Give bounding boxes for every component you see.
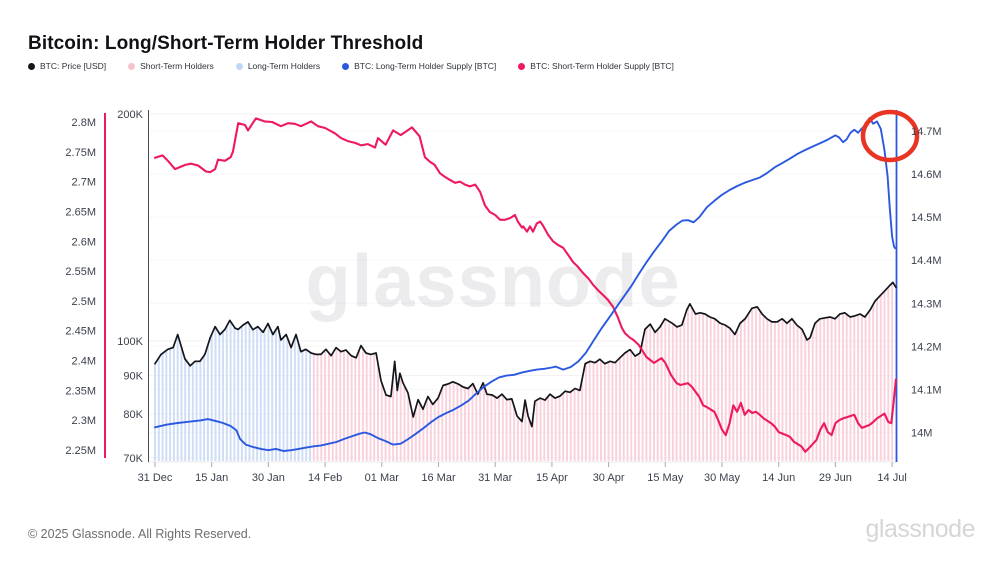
legend-item-3[interactable]: BTC: Long-Term Holder Supply [BTC]: [342, 61, 496, 71]
x-axis-labels: 31 Dec 15 Jan 30 Jan 14 Feb 01 Mar 16 Mar 31 M…: [138, 472, 907, 484]
axis-tick-label: 2.6M: [72, 236, 96, 248]
price-line: [154, 281, 897, 428]
axis-tick-label: 2.4M: [72, 356, 96, 368]
axis-tick-label: 14M: [911, 428, 932, 440]
axis-tick-label: 30 Apr: [593, 472, 625, 484]
axis-tick-label: 29 Jun: [819, 472, 852, 484]
legend-dot-icon: [235, 62, 243, 70]
axis-tick-label: 14 Jul: [877, 472, 906, 484]
axis-tick-label: 14 Jun: [762, 472, 795, 484]
legend-item-2[interactable]: Long-Term Holders: [235, 61, 321, 71]
copyright-text: © 2025 Glassnode. All Rights Reserved.: [28, 527, 252, 541]
axis-tick-label: 14.6M: [911, 169, 942, 181]
axis-tick-label: 14.1M: [911, 384, 942, 396]
axis-tick-label: 16 Mar: [421, 472, 456, 484]
axis-tick-label: 2.3M: [72, 415, 96, 427]
legend-item-label: Short-Term Holders: [140, 61, 214, 71]
lth-supply-line: [154, 117, 897, 452]
legend-dot-icon: [28, 62, 35, 70]
page-title: Bitcoin: Long/Short-Term Holder Threshol…: [28, 32, 424, 54]
axis-tick-label: 2.7M: [72, 177, 96, 189]
legend-item-1[interactable]: Short-Term Holders: [128, 61, 214, 71]
axis-tick-label: 14.4M: [911, 255, 942, 267]
sth-supply-line: [153, 117, 897, 453]
axis-tick-label: 15 Jan: [195, 472, 228, 484]
axis-tick-label: 15 May: [647, 472, 684, 484]
axis-lines: [104, 110, 898, 467]
lth-axis-labels: 14.7M 14.6M 14.5M 14.4M 14.3M 14.2M 14.1M 14M: [911, 126, 942, 439]
hatch-long-term-region: [154, 321, 311, 461]
legend-item-label: BTC: Price [USD]: [40, 61, 107, 71]
legend-dot-icon: [128, 62, 136, 70]
axis-tick-label: 14.2M: [911, 341, 942, 353]
axis-tick-label: 2.45M: [65, 326, 96, 338]
sth-axis-labels: 2.8M 2.75M 2.7M 2.65M 2.6M 2.55M 2.5M 2.45M 2.4M…: [65, 117, 96, 457]
axis-tick-label: 14.3M: [911, 298, 942, 310]
axis-tick-label: 31 Mar: [478, 472, 513, 484]
chart-canvas[interactable]: 2.8M 2.75M 2.7M 2.65M 2.6M 2.55M 2.5M 2.45M 2.4M…: [0, 0, 1000, 510]
axis-tick-label: 2.65M: [65, 206, 96, 218]
axis-tick-label: 2.55M: [65, 266, 96, 278]
legend-dot-icon: [342, 62, 350, 70]
glassnode-watermark: glassnode: [305, 239, 681, 323]
axis-tick-label: 14.5M: [911, 212, 942, 224]
axis-tick-label: 2.35M: [65, 385, 96, 397]
hatch-short-term-region: [312, 283, 894, 461]
legend: BTC: Price [USD] Short-Term Holders Long-T…: [28, 61, 674, 71]
legend-dot-icon: [518, 62, 526, 70]
axis-tick-label: 2.5M: [72, 296, 96, 308]
axis-tick-label: 90K: [123, 371, 143, 383]
axis-tick-label: 31 Dec: [138, 472, 173, 484]
glassnode-logo: glassnode: [865, 515, 976, 543]
axis-tick-label: 80K: [123, 409, 143, 421]
axis-tick-label: 15 Apr: [536, 472, 568, 484]
axis-tick-label: 30 Jan: [252, 472, 285, 484]
axis-tick-label: 2.25M: [65, 445, 96, 457]
legend-item-4[interactable]: BTC: Short-Term Holder Supply [BTC]: [518, 61, 674, 71]
legend-item-label: BTC: Long-Term Holder Supply [BTC]: [354, 61, 497, 71]
axis-tick-label: 14.7M: [911, 126, 942, 138]
axis-tick-label: 01 Mar: [365, 472, 400, 484]
legend-item-0[interactable]: BTC: Price [USD]: [28, 61, 106, 71]
axis-tick-label: 100K: [117, 336, 143, 348]
highlight-circle-annotation: [860, 109, 920, 163]
price-axis-labels: 200K 100K 90K 80K 70K: [117, 109, 143, 465]
axis-tick-label: 2.75M: [65, 147, 96, 159]
axis-tick-label: 14 Feb: [308, 472, 342, 484]
axis-tick-label: 200K: [117, 109, 143, 121]
axis-tick-label: 70K: [123, 453, 143, 465]
legend-item-label: Long-Term Holders: [247, 61, 321, 71]
axis-tick-label: 30 May: [704, 472, 741, 484]
legend-item-label: BTC: Short-Term Holder Supply [BTC]: [530, 61, 674, 71]
axis-tick-label: 2.8M: [72, 117, 96, 129]
